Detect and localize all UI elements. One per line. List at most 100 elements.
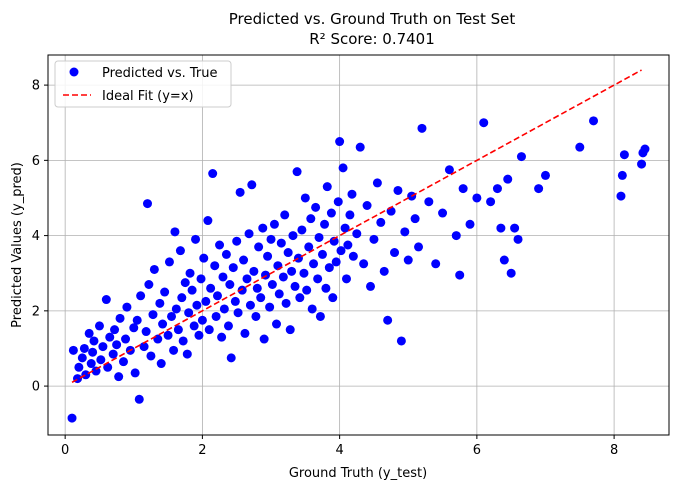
x-axis-label: Ground Truth (y_test) bbox=[289, 466, 427, 481]
scatter-point bbox=[455, 270, 465, 280]
scatter-point bbox=[348, 251, 358, 261]
scatter-point bbox=[79, 343, 89, 353]
scatter-point bbox=[269, 219, 279, 229]
scatter-point bbox=[191, 234, 201, 244]
scatter-point bbox=[458, 184, 468, 194]
scatter-point bbox=[89, 336, 99, 346]
scatter-point bbox=[479, 118, 489, 128]
scatter-point bbox=[101, 295, 111, 305]
x-axis-ticks: 0 2 4 6 8 bbox=[61, 435, 618, 458]
scatter-point bbox=[189, 321, 199, 331]
x-tick-label: 2 bbox=[198, 443, 206, 458]
scatter-point bbox=[228, 263, 238, 273]
scatter-point bbox=[252, 283, 262, 293]
y-axis-label: Predicted Values (y_pred) bbox=[10, 162, 25, 328]
scatter-point bbox=[156, 359, 166, 369]
scatter-point bbox=[217, 332, 227, 342]
scatter-point bbox=[307, 304, 317, 314]
scatter-point bbox=[170, 227, 180, 237]
scatter-point bbox=[640, 144, 650, 154]
scatter-point bbox=[215, 240, 225, 250]
scatter-point bbox=[201, 296, 211, 306]
scatter-point bbox=[285, 325, 295, 335]
scatter-point bbox=[197, 315, 207, 325]
scatter-point bbox=[589, 116, 599, 126]
scatter-point bbox=[259, 334, 269, 344]
scatter-point bbox=[329, 236, 339, 246]
scatter-point bbox=[132, 315, 142, 325]
chart-subtitle: R² Score: 0.7401 bbox=[309, 30, 435, 48]
scatter-point bbox=[324, 263, 334, 273]
scatter-point bbox=[182, 349, 192, 359]
scatter-points bbox=[67, 116, 650, 423]
scatter-point bbox=[68, 345, 78, 355]
scatter-point bbox=[347, 189, 357, 199]
scatter-point bbox=[77, 353, 87, 363]
scatter-point bbox=[173, 325, 183, 335]
scatter-point bbox=[317, 249, 327, 259]
scatter-point bbox=[206, 283, 216, 293]
scatter-point bbox=[414, 242, 424, 252]
scatter-point bbox=[223, 321, 233, 331]
scatter-point bbox=[283, 248, 293, 258]
scatter-point bbox=[194, 330, 204, 340]
scatter-point bbox=[444, 165, 454, 175]
scatter-point bbox=[617, 170, 627, 180]
scatter-point bbox=[155, 298, 165, 308]
scatter-point bbox=[309, 259, 319, 269]
scatter-point bbox=[465, 219, 475, 229]
scatter-point bbox=[393, 185, 403, 195]
scatter-point bbox=[96, 355, 106, 365]
scatter-point bbox=[431, 259, 441, 269]
scatter-point bbox=[103, 362, 113, 372]
scatter-point bbox=[153, 334, 163, 344]
scatter-point bbox=[242, 274, 252, 284]
scatter-point bbox=[335, 137, 345, 147]
scatter-point bbox=[219, 304, 229, 314]
plot-frame bbox=[47, 54, 670, 436]
chart-title: Predicted vs. Ground Truth on Test Set bbox=[229, 10, 516, 28]
y-tick-label: 4 bbox=[32, 229, 40, 244]
scatter-point bbox=[129, 323, 139, 333]
scatter-point bbox=[366, 281, 376, 291]
scatter-point bbox=[306, 214, 316, 224]
scatter-point bbox=[333, 197, 343, 207]
scatter-point bbox=[637, 159, 647, 169]
scatter-point bbox=[341, 274, 351, 284]
scatter-point bbox=[274, 289, 284, 299]
scatter-point bbox=[311, 202, 321, 212]
scatter-point bbox=[136, 291, 146, 301]
scatter-point bbox=[177, 293, 187, 303]
scatter-point bbox=[221, 249, 231, 259]
scatter-point bbox=[352, 229, 362, 239]
scatter-point bbox=[196, 274, 206, 284]
y-tick-label: 8 bbox=[32, 79, 40, 94]
scatter-point bbox=[499, 255, 509, 265]
y-tick-label: 6 bbox=[32, 154, 40, 169]
scatter-point bbox=[314, 232, 324, 242]
scatter-point bbox=[108, 349, 118, 359]
scatter-point bbox=[619, 150, 629, 160]
scatter-point bbox=[267, 280, 277, 290]
scatter-point bbox=[144, 280, 154, 290]
scatter-point bbox=[185, 268, 195, 278]
scatter-point bbox=[233, 308, 243, 318]
scatter-point bbox=[211, 311, 221, 321]
scatter-point bbox=[326, 208, 336, 218]
scatter-point bbox=[492, 184, 502, 194]
scatter-point bbox=[510, 223, 520, 233]
scatter-point bbox=[244, 229, 254, 239]
scatter-point bbox=[396, 336, 406, 346]
scatter-point bbox=[199, 253, 209, 263]
scatter-point bbox=[121, 334, 131, 344]
scatter-point bbox=[212, 291, 222, 301]
scatter-point bbox=[256, 293, 266, 303]
scatter-point bbox=[472, 193, 482, 203]
scatter-point bbox=[169, 345, 179, 355]
legend-marker-scatter bbox=[69, 67, 79, 77]
scatter-point bbox=[139, 342, 149, 352]
scatter-point bbox=[171, 304, 181, 314]
legend-box bbox=[54, 60, 232, 108]
scatter-point bbox=[167, 311, 177, 321]
scatter-point bbox=[322, 182, 332, 192]
